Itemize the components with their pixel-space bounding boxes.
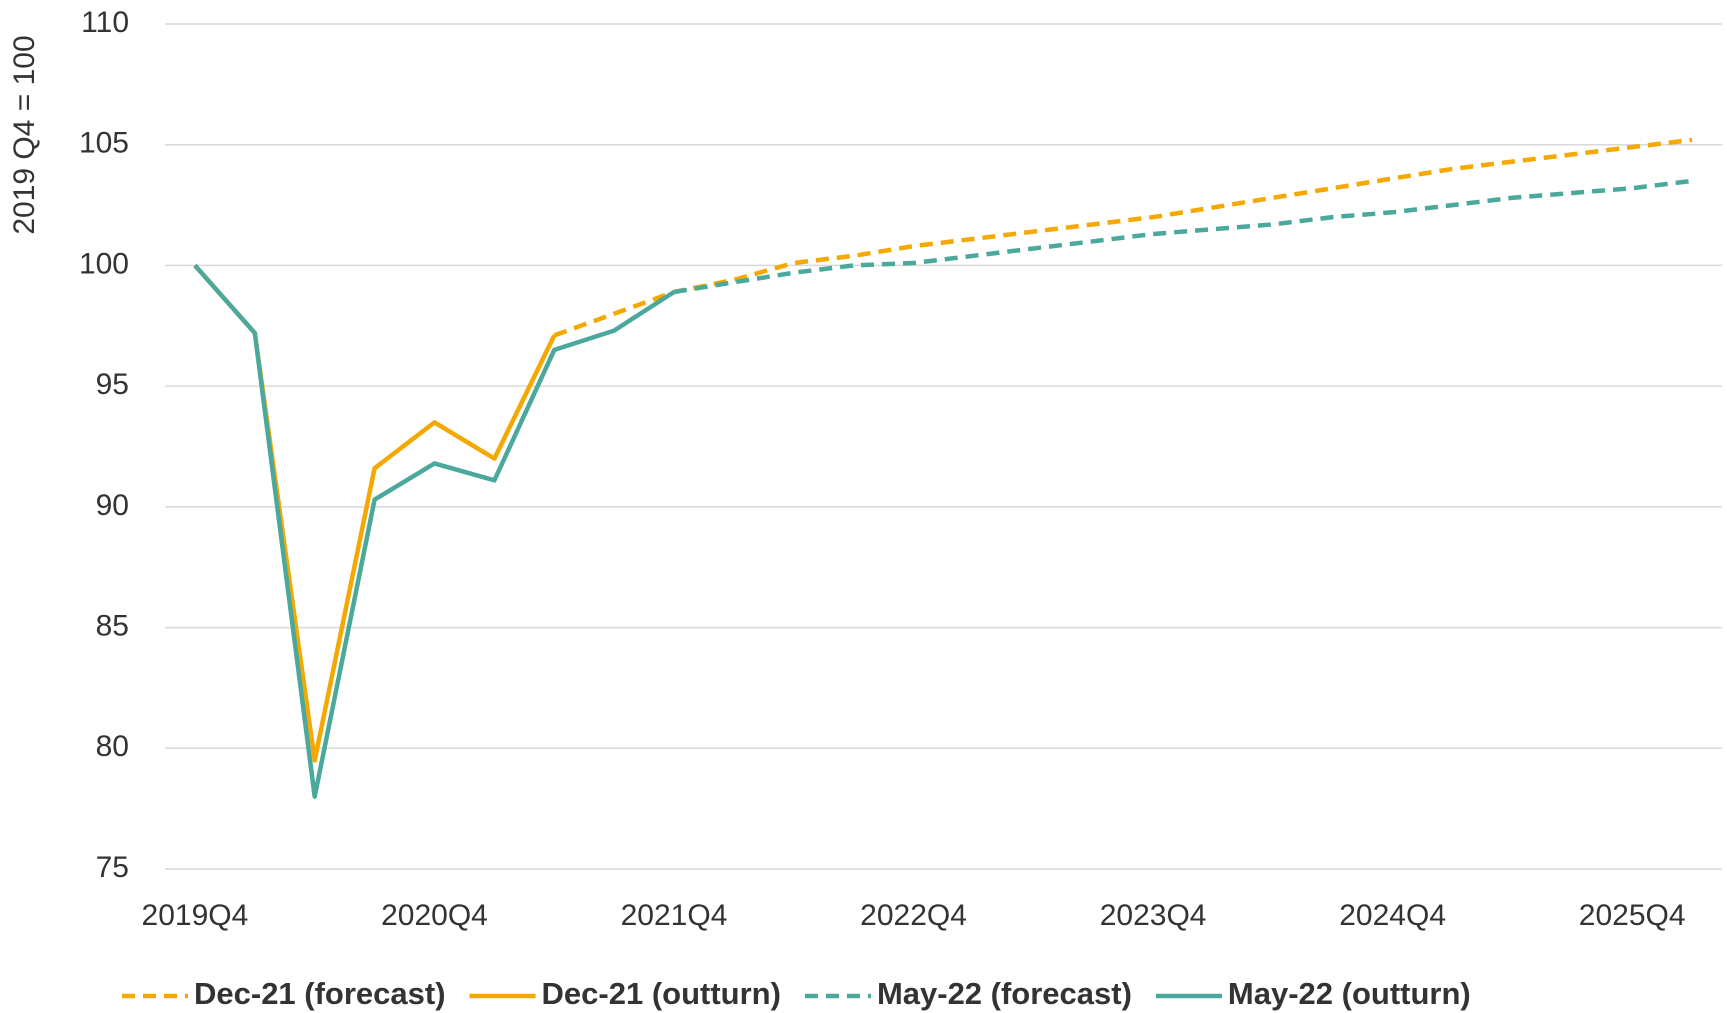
- y-tick-label: 80: [96, 730, 129, 763]
- legend-label: Dec-21 (outturn): [542, 976, 781, 1011]
- legend-label: Dec-21 (forecast): [194, 976, 446, 1011]
- series-line: [673, 178, 1693, 295]
- y-tick-label: 105: [79, 127, 129, 160]
- x-tick-label: 2024Q4: [1339, 899, 1446, 932]
- y-tick-label: 100: [79, 247, 129, 280]
- x-tick-label: 2020Q4: [381, 899, 488, 932]
- x-tick-label: 2023Q4: [1100, 899, 1207, 932]
- x-tick-label: 2019Q4: [142, 899, 249, 932]
- legend-label: May-22 (forecast): [877, 976, 1132, 1011]
- series-line: [193, 263, 557, 763]
- x-tick-label: 2022Q4: [860, 899, 967, 932]
- series-line: [193, 263, 676, 799]
- y-axis-label: 2019 Q4 = 100: [8, 35, 41, 234]
- y-tick-label: 95: [96, 368, 129, 401]
- x-tick-label: 2025Q4: [1579, 899, 1686, 932]
- series-line: [553, 137, 1693, 338]
- legend-label: May-22 (outturn): [1228, 976, 1471, 1011]
- y-tick-label: 75: [96, 851, 129, 884]
- y-tick-label: 90: [96, 489, 129, 522]
- y-tick-label: 110: [81, 6, 129, 39]
- y-tick-label: 85: [96, 609, 129, 642]
- x-tick-label: 2021Q4: [621, 899, 728, 932]
